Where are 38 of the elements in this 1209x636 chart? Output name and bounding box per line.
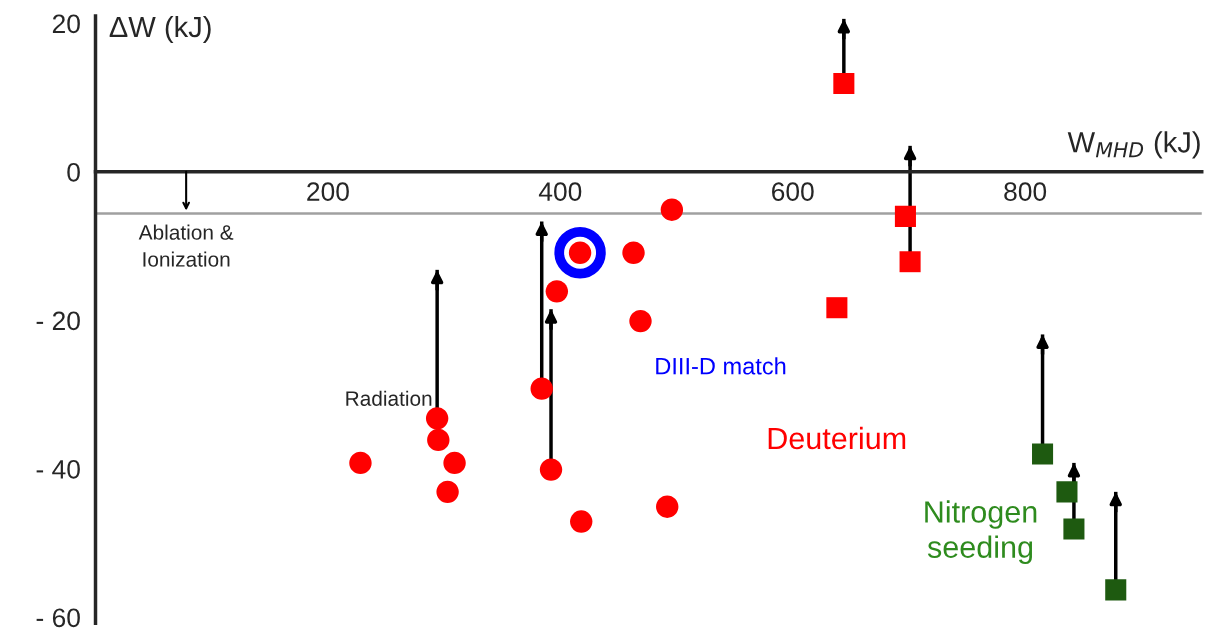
- point: [629, 309, 652, 333]
- point: [1032, 443, 1054, 465]
- point: [899, 251, 921, 273]
- point: [554, 227, 606, 279]
- x-tick-label: 400: [538, 182, 582, 201]
- point: [660, 198, 684, 221]
- point: [1063, 518, 1085, 540]
- point: [443, 451, 466, 475]
- point: [545, 280, 569, 303]
- annotation: Radiation: [346, 390, 432, 406]
- y-tick-label: - 40: [36, 459, 80, 479]
- text: DIII-D match: [656, 357, 786, 375]
- point: [530, 377, 553, 400]
- y-tick-label: - 20: [36, 311, 80, 331]
- point: [436, 480, 459, 504]
- x-tick-label: 200: [307, 182, 349, 201]
- point: [349, 451, 372, 475]
- point: [656, 495, 679, 518]
- point: [1056, 481, 1078, 503]
- point: [1105, 579, 1127, 601]
- point: [539, 458, 563, 481]
- point: [833, 72, 855, 94]
- point: [826, 297, 848, 319]
- point: [425, 407, 449, 430]
- point: [894, 205, 916, 227]
- series-label: Nitrogen seeding: [925, 500, 1037, 564]
- y-tick-label: - 60: [36, 608, 80, 628]
- point: [427, 428, 450, 452]
- point: [570, 510, 593, 533]
- text: Deuterium: [768, 426, 906, 450]
- x-tick-label: 800: [1004, 182, 1047, 201]
- x-tick-label: 600: [772, 182, 814, 201]
- y-tick-label: 0: [67, 162, 80, 182]
- point: [622, 241, 645, 264]
- y-axis-title: ΔW (kJ): [109, 15, 211, 44]
- annotation: Ablation & Ionization: [138, 224, 234, 267]
- y-tick-label: 20: [52, 14, 80, 34]
- x-axis-title: W$_{MHD}$ (kJ): [1067, 131, 1200, 159]
